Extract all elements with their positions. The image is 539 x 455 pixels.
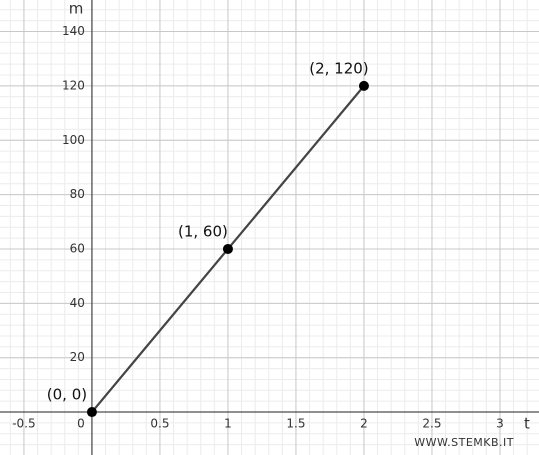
x-tick-label: 1.5 (286, 417, 305, 431)
x-tick-label: -0.5 (12, 417, 35, 431)
point (222, 243, 233, 254)
x-tick-label: 3 (496, 417, 504, 431)
y-tick-label: 120 (62, 78, 85, 92)
y-axis-label: m (69, 0, 84, 18)
x-tick-label: 0.5 (150, 417, 169, 431)
y-tick-label: 100 (62, 133, 85, 147)
y-tick-label: 60 (70, 241, 85, 255)
y-tick-label: 80 (70, 187, 85, 201)
x-tick-label: 0 (77, 417, 85, 431)
point-label: (2, 120) (309, 59, 368, 77)
x-tick-label: 2 (360, 417, 368, 431)
watermark: WWW.STEMKB.IT (414, 436, 514, 449)
point-label: (1, 60) (178, 222, 228, 240)
point-label: (0, 0) (47, 386, 87, 404)
y-tick-label: 40 (70, 296, 85, 310)
x-tick-label: 2.5 (422, 417, 441, 431)
point (86, 407, 97, 418)
y-tick-label: 20 (70, 350, 85, 364)
x-tick-label: 1 (224, 417, 232, 431)
x-axis-label: t (524, 415, 530, 433)
point (358, 80, 369, 91)
y-tick-label: 140 (62, 24, 85, 38)
